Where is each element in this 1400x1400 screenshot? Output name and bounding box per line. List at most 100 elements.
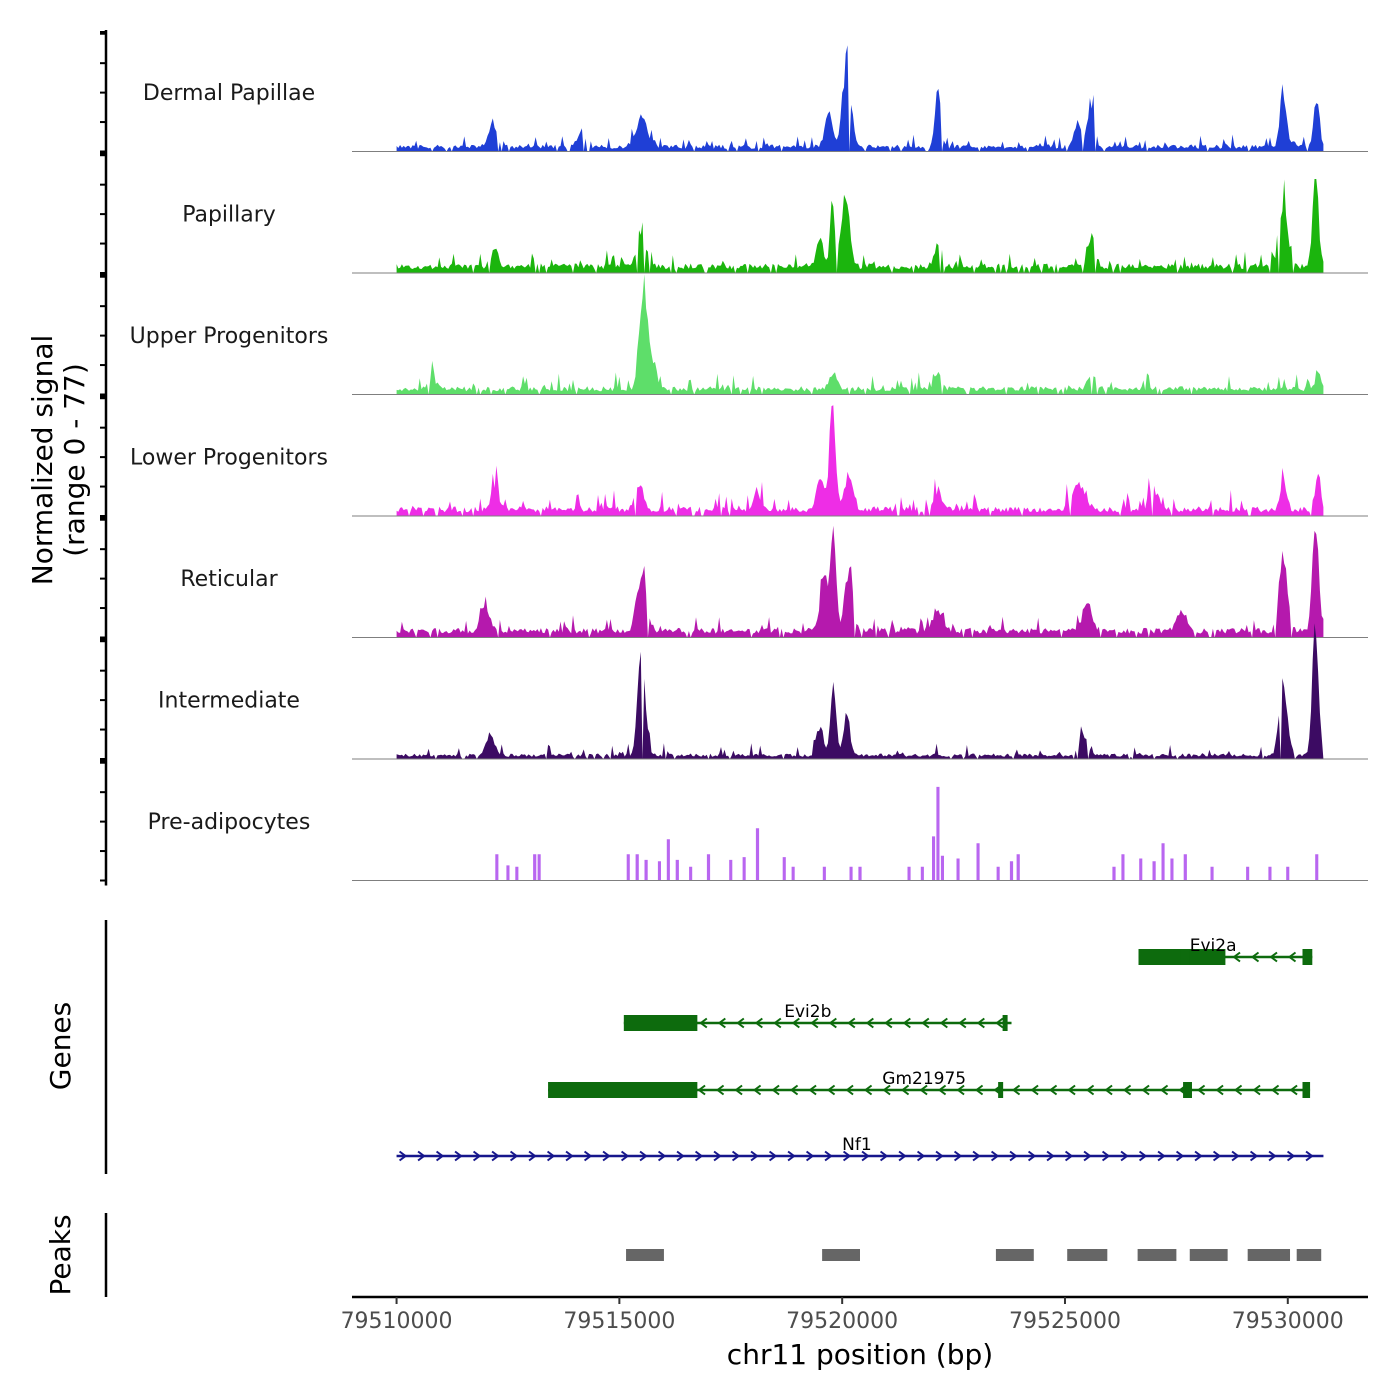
strand-chevron xyxy=(879,1150,889,1162)
strand-chevron xyxy=(657,1150,667,1162)
strand-chevron xyxy=(398,1150,408,1162)
strand-chevron xyxy=(976,1017,985,1029)
track-label: Lower Progenitors xyxy=(130,446,328,471)
strand-chevron xyxy=(956,1084,965,1096)
strand-chevron xyxy=(1250,951,1260,963)
x-tick-label: 79515000 xyxy=(563,1309,675,1334)
gene-exon xyxy=(1302,949,1313,965)
strand-chevron xyxy=(1085,1084,1095,1096)
strand-chevron xyxy=(620,1150,630,1162)
strand-chevron xyxy=(1157,1150,1166,1162)
strand-chevron xyxy=(884,1017,893,1029)
strand-chevron xyxy=(791,1017,800,1029)
strand-chevron xyxy=(990,1150,1000,1162)
gene-track: Evi2a Evi2b Gm21975 Nf1 xyxy=(104,920,1324,1174)
strand-chevron xyxy=(919,1084,928,1096)
strand-chevron xyxy=(1289,1084,1298,1096)
x-tick-label: 79530000 xyxy=(1232,1309,1344,1334)
gene-exon-block xyxy=(548,1082,698,1098)
strand-chevron xyxy=(565,1150,574,1162)
strand-chevron xyxy=(902,1017,911,1029)
signal-track: Upper Progenitors xyxy=(130,274,1368,395)
strand-chevron xyxy=(1175,1150,1185,1162)
strand-chevron xyxy=(1067,1084,1076,1096)
strand-chevron xyxy=(787,1150,796,1162)
signal-tracks: Dermal Papillae Papillary Upper Progenitor… xyxy=(100,30,1368,886)
strand-chevron xyxy=(1138,1150,1148,1162)
gene-exon xyxy=(1180,949,1190,965)
track-label: Intermediate xyxy=(158,689,300,714)
strand-chevron xyxy=(845,1084,854,1096)
strand-chevron xyxy=(1009,1150,1018,1162)
strand-chevron xyxy=(771,1084,780,1096)
gene-exon-block xyxy=(623,1015,698,1031)
strand-chevron xyxy=(1212,1150,1222,1162)
strand-chevron xyxy=(898,1150,907,1162)
strand-chevron xyxy=(937,1084,947,1096)
strand-chevron xyxy=(953,1150,963,1162)
strand-chevron xyxy=(1101,1150,1111,1162)
peak-region xyxy=(1247,1249,1291,1261)
strand-chevron xyxy=(754,1017,763,1029)
strand-chevron xyxy=(1249,1150,1259,1162)
strand-chevron xyxy=(734,1084,743,1096)
signal-track: Intermediate xyxy=(158,623,1368,760)
signal-area xyxy=(396,405,1324,516)
strand-chevron xyxy=(882,1084,891,1096)
track-label: Papillary xyxy=(182,203,276,228)
gene-exon xyxy=(1002,1015,1008,1031)
strand-chevron xyxy=(639,1150,648,1162)
strand-chevron xyxy=(958,1017,967,1029)
strand-chevron xyxy=(863,1084,873,1096)
signal-track: Reticular xyxy=(180,525,1368,638)
signal-area xyxy=(396,525,1324,638)
track-label: Reticular xyxy=(180,567,278,592)
strand-chevron xyxy=(1268,1150,1277,1162)
strand-chevron xyxy=(842,1150,852,1162)
strand-chevron xyxy=(828,1017,837,1029)
strand-chevron xyxy=(694,1150,704,1162)
strand-chevron xyxy=(583,1150,593,1162)
strand-chevron xyxy=(1083,1150,1092,1162)
strand-chevron xyxy=(1215,1084,1224,1096)
signal-area xyxy=(396,786,1324,881)
signal-area xyxy=(396,274,1324,395)
strand-chevron xyxy=(454,1150,463,1162)
strand-chevron xyxy=(1046,1150,1055,1162)
strand-chevron xyxy=(736,1017,745,1029)
signal-y-spine xyxy=(100,30,108,886)
strand-chevron xyxy=(826,1084,836,1096)
strand-chevron xyxy=(808,1084,817,1096)
x-axis: 79510000 79515000 79520000 79525000 79530000 xyxy=(341,1295,1368,1334)
track-label: Dermal Papillae xyxy=(143,81,315,106)
strand-chevron xyxy=(1287,951,1297,963)
gene-exon xyxy=(1183,1082,1192,1098)
strand-chevron xyxy=(472,1150,482,1162)
strand-chevron xyxy=(602,1150,611,1162)
signal-track: Dermal Papillae xyxy=(143,45,1368,152)
strand-chevron xyxy=(1120,1150,1129,1162)
strand-chevron xyxy=(916,1150,926,1162)
strand-chevron xyxy=(1232,951,1241,963)
gene-model: Gm21975 xyxy=(548,1069,1311,1098)
strand-chevron xyxy=(1159,1084,1169,1096)
strand-chevron xyxy=(509,1150,519,1162)
strand-chevron xyxy=(861,1150,870,1162)
strand-chevron xyxy=(715,1084,725,1096)
gene-label: Evi2a xyxy=(1190,936,1237,956)
strand-chevron xyxy=(773,1017,782,1029)
gene-model: Evi2a xyxy=(1138,936,1313,965)
strand-chevron xyxy=(1194,1150,1203,1162)
gene-exon xyxy=(1302,1082,1311,1098)
strand-chevron xyxy=(1064,1150,1074,1162)
gene-model: Nf1 xyxy=(396,1135,1324,1162)
peaks-axis-title: Peaks xyxy=(44,1214,77,1295)
strand-chevron xyxy=(974,1084,984,1096)
peak-region xyxy=(1067,1249,1108,1261)
signal-track: Lower Progenitors xyxy=(130,405,1368,517)
strand-chevron xyxy=(921,1017,930,1029)
strand-chevron xyxy=(768,1150,778,1162)
y-axis-title: Normalized signal xyxy=(26,335,59,586)
strand-chevron xyxy=(546,1150,556,1162)
